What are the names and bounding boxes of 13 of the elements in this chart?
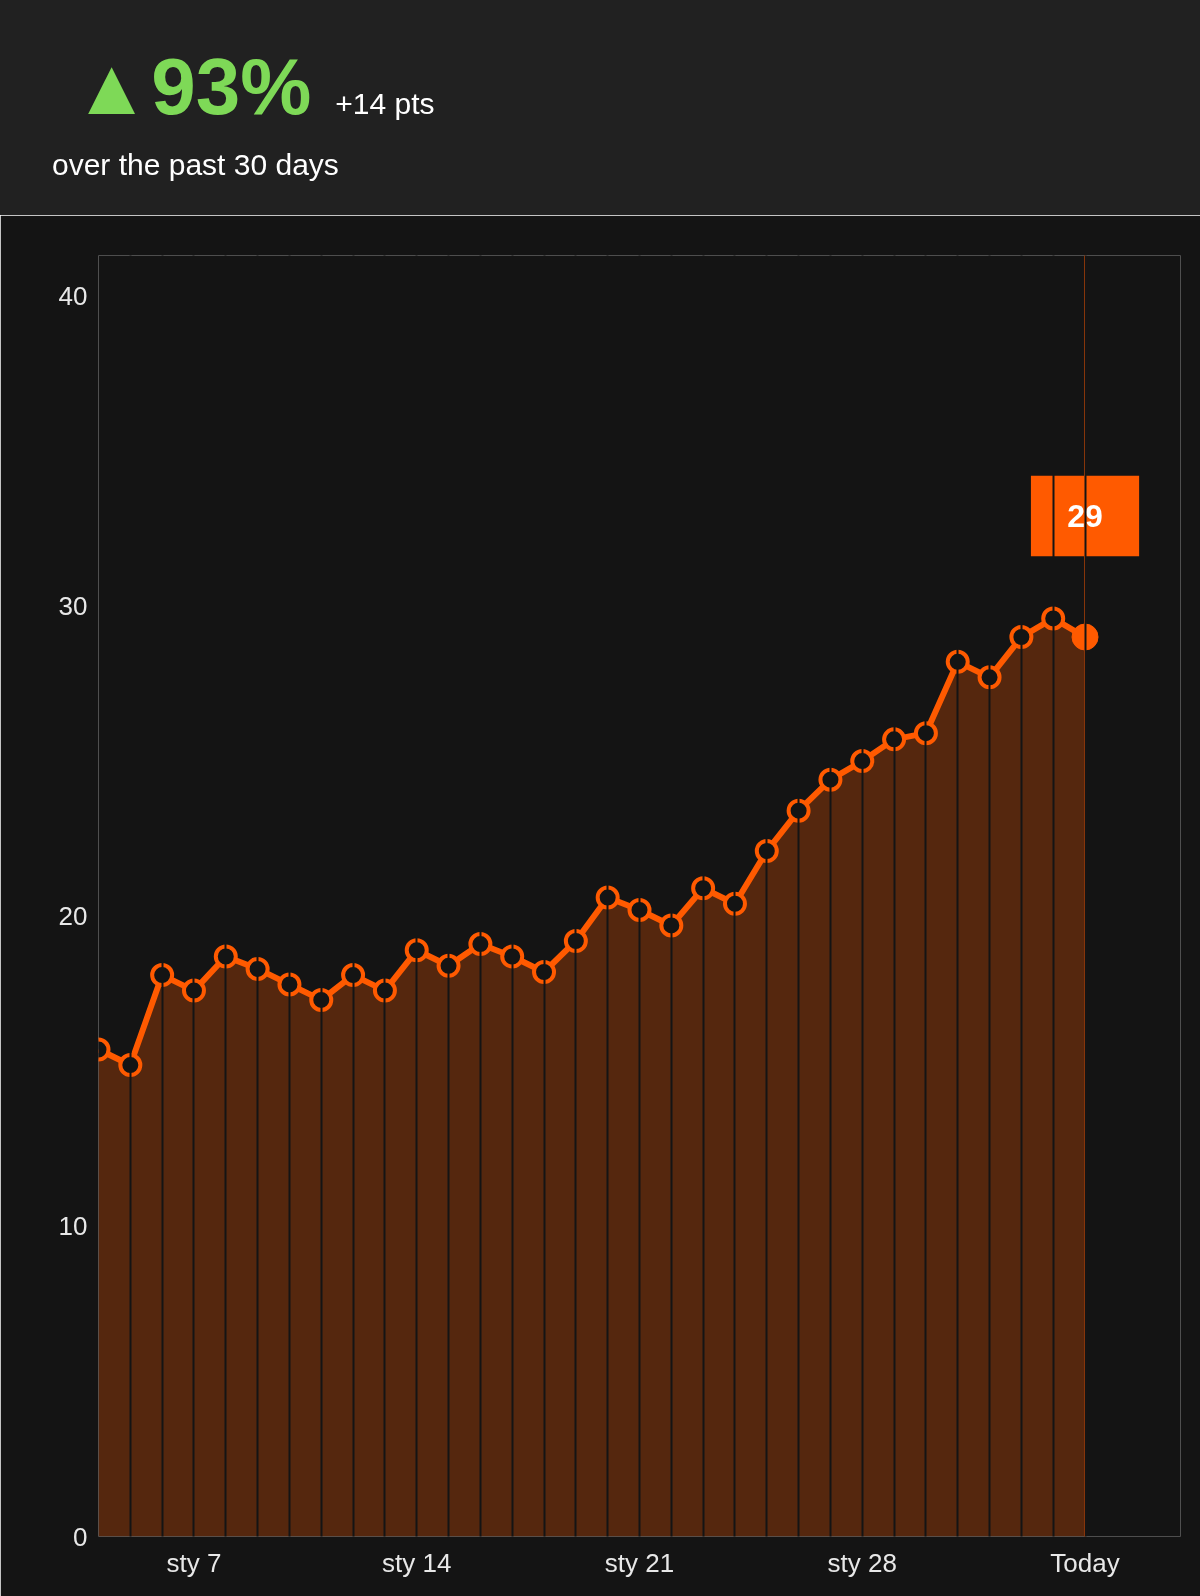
y-tick-label: 40	[58, 280, 88, 311]
x-tick-label: sty 21	[604, 1547, 675, 1578]
x-tick-label: sty 28	[827, 1547, 897, 1578]
x-tick-label: sty 14	[382, 1547, 452, 1578]
y-tick-label: 30	[58, 590, 88, 621]
text: over the past 30 days	[52, 147, 340, 184]
x-tick-label: Today	[1050, 1547, 1120, 1578]
y-tick-label: 0	[73, 1521, 88, 1552]
y-tick-label: 10	[58, 1211, 88, 1242]
x-tick-label: sty 7	[166, 1547, 222, 1578]
y-tick-label: 20	[58, 901, 88, 932]
chart-title: ▲93%	[72, 42, 312, 131]
chart-subtitle: +14 pts	[335, 87, 435, 120]
